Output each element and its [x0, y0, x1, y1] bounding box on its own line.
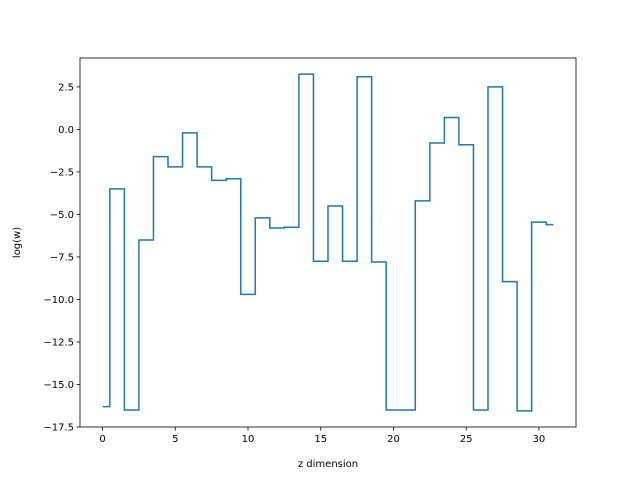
- axes-frame: [79, 57, 577, 428]
- y-tick-label: −15.0: [43, 380, 74, 391]
- y-tick-label: −2.5: [50, 167, 74, 178]
- x-tick-label: 25: [460, 434, 473, 445]
- y-tick-label: −17.5: [43, 423, 74, 434]
- x-tick-label: 20: [387, 434, 400, 445]
- y-tick-label: −10.0: [43, 295, 74, 306]
- x-tick-label: 15: [314, 434, 327, 445]
- x-tick-label: 5: [172, 434, 178, 445]
- x-axis: 0 5 10 15 20 25 30: [99, 427, 545, 445]
- x-axis-label: z dimension: [298, 459, 358, 470]
- x-tick-label: 0: [99, 434, 105, 445]
- series-line: [102, 73, 554, 412]
- y-tick-label: 2.5: [58, 82, 74, 93]
- plot-area: [102, 73, 554, 412]
- y-tick-label: −5.0: [50, 210, 74, 221]
- x-tick-label: 10: [242, 434, 255, 445]
- y-axis-label: log(w): [12, 227, 23, 258]
- y-tick-label: −12.5: [43, 337, 74, 348]
- y-tick-label: −7.5: [50, 252, 74, 263]
- y-axis: 2.5 0.0 −2.5 −5.0 −7.5 −10.0 −12.5 −15.0 −17.5: [43, 82, 80, 434]
- x-tick-label: 30: [533, 434, 546, 445]
- y-tick-label: 0.0: [58, 125, 74, 136]
